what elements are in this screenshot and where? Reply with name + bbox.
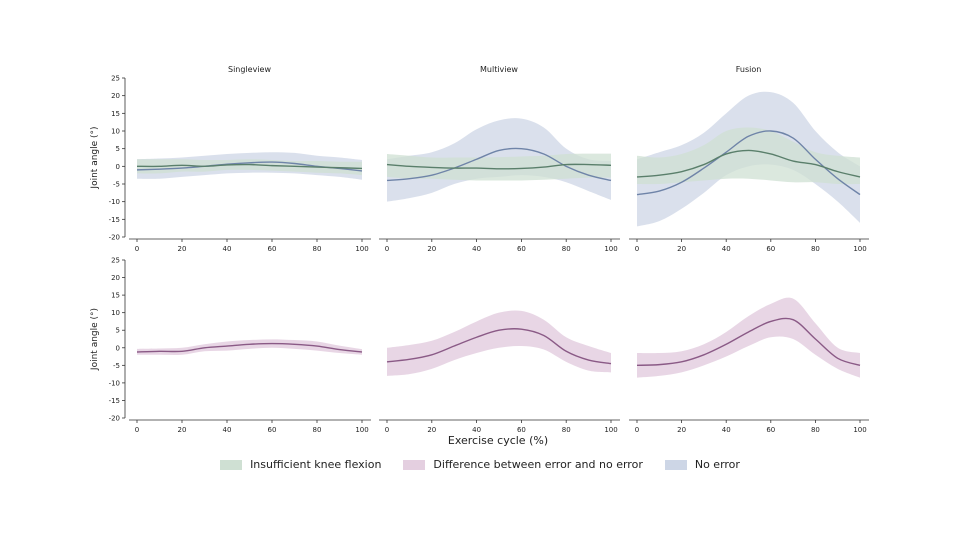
x-tick-label: 20: [677, 245, 686, 253]
x-tick-label: 100: [355, 245, 368, 253]
legend-swatch-purple: [403, 459, 426, 470]
band-difference: [387, 310, 611, 376]
mean-line-difference: [636, 317, 861, 367]
y-tick-label: 0: [116, 344, 120, 352]
legend-item-difference: Difference between error and no error: [403, 458, 643, 471]
panel-title: Multiview: [480, 65, 518, 74]
legend-label: Difference between error and no error: [433, 458, 643, 471]
x-tick-label: 0: [135, 245, 139, 253]
y-tick-label: -10: [109, 198, 120, 206]
x-tick-label: 40: [472, 245, 481, 253]
y-tick-label: -15: [109, 216, 120, 224]
x-tick-label: 20: [427, 426, 436, 434]
legend: Insufficient knee flexion Difference bet…: [0, 458, 960, 471]
y-tick-label: -5: [113, 362, 120, 370]
x-tick-label: 100: [853, 245, 866, 253]
legend-label: Insufficient knee flexion: [250, 458, 382, 471]
x-tick-label: 80: [562, 245, 571, 253]
x-tick-label: 80: [313, 426, 322, 434]
x-axis-label: Exercise cycle (%): [447, 434, 549, 447]
x-tick-label: 60: [766, 245, 775, 253]
y-tick-label: 5: [116, 327, 120, 335]
y-tick-label: -20: [109, 415, 120, 423]
x-tick-label: 40: [722, 245, 731, 253]
band-insufficient-knee-flexion: [137, 159, 362, 176]
x-tick-label: 0: [635, 426, 639, 434]
y-tick-label: 25: [111, 257, 120, 265]
x-tick-label: 20: [178, 245, 187, 253]
y-tick-label: -5: [113, 181, 120, 189]
x-tick-label: 60: [517, 426, 526, 434]
mean-line-no-error: [636, 130, 861, 196]
y-tick-label: 15: [111, 110, 120, 118]
x-tick-label: 40: [472, 426, 481, 434]
panel-title: Fusion: [736, 65, 762, 74]
legend-item-insufficient-knee-flexion: Insufficient knee flexion: [220, 458, 381, 471]
y-tick-label: 10: [111, 309, 120, 317]
x-tick-label: 60: [268, 426, 277, 434]
mean-line-difference: [386, 328, 612, 365]
y-tick-label: -20: [109, 234, 120, 242]
panel-top-left: -20 -15 -10 -5 0 5 10 15 20 25 Joint angle (°) 0 20 4…: [90, 65, 371, 253]
x-tick-label: 100: [604, 426, 617, 434]
x-tick-label: 0: [135, 426, 139, 434]
x-tick-label: 0: [635, 245, 639, 253]
mean-line-insufficient-knee-flexion: [136, 163, 363, 170]
band-difference: [137, 339, 362, 356]
y-tick-label: -15: [109, 397, 120, 405]
x-tick-label: 60: [766, 426, 775, 434]
panel-bottom-middle: 0 20 40 60 80 100: [379, 310, 620, 434]
x-tick-label: 20: [427, 245, 436, 253]
band-difference: [637, 297, 860, 378]
y-tick-label: 10: [111, 128, 120, 136]
y-tick-label: 20: [111, 92, 120, 100]
x-tick-label: 80: [811, 245, 820, 253]
mean-line-insufficient-knee-flexion: [386, 163, 612, 170]
y-tick-label: 20: [111, 274, 120, 282]
x-tick-label: 0: [385, 426, 389, 434]
x-tick-label: 100: [604, 245, 617, 253]
x-tick-label: 80: [811, 426, 820, 434]
y-tick-label: -10: [109, 379, 120, 387]
x-tick-label: 40: [722, 426, 731, 434]
legend-swatch-blue: [664, 459, 687, 470]
x-tick-label: 20: [677, 426, 686, 434]
mean-line-no-error: [386, 147, 612, 182]
y-tick-label: 5: [116, 145, 120, 153]
x-tick-label: 80: [562, 426, 571, 434]
panel-bottom-right: 0 20 40 60 80 100: [629, 297, 869, 434]
y-axis-label: Joint angle (°): [90, 126, 100, 189]
mean-line-difference: [136, 342, 363, 353]
legend-label: No error: [694, 458, 740, 471]
x-tick-label: 20: [178, 426, 187, 434]
y-tick-label: 0: [116, 163, 120, 171]
x-tick-label: 100: [355, 426, 368, 434]
mean-line-insufficient-knee-flexion: [636, 149, 861, 178]
y-axis-label: Joint angle (°): [90, 308, 100, 371]
legend-item-no-error: No error: [664, 458, 740, 471]
x-tick-label: 40: [223, 426, 232, 434]
legend-swatch-green: [220, 459, 243, 470]
x-tick-label: 60: [517, 245, 526, 253]
x-tick-label: 80: [313, 245, 322, 253]
band-insufficient-knee-flexion: [637, 127, 860, 185]
x-tick-label: 60: [268, 245, 277, 253]
panel-top-right: 0 20 40 60 80 100 Fusion: [629, 65, 869, 253]
panel-title: Singleview: [228, 65, 271, 74]
x-tick-label: 40: [223, 245, 232, 253]
panel-top-middle: 0 20 40 60 80 100 Multiview: [379, 65, 620, 253]
panel-bottom-left: -20 -15 -10 -5 0 5 10 15 20 25 Joint angle (°) 0 20 4…: [90, 257, 371, 434]
x-tick-label: 0: [385, 245, 389, 253]
y-tick-label: 25: [111, 75, 120, 83]
y-tick-label: 15: [111, 292, 120, 300]
x-tick-label: 100: [853, 426, 866, 434]
